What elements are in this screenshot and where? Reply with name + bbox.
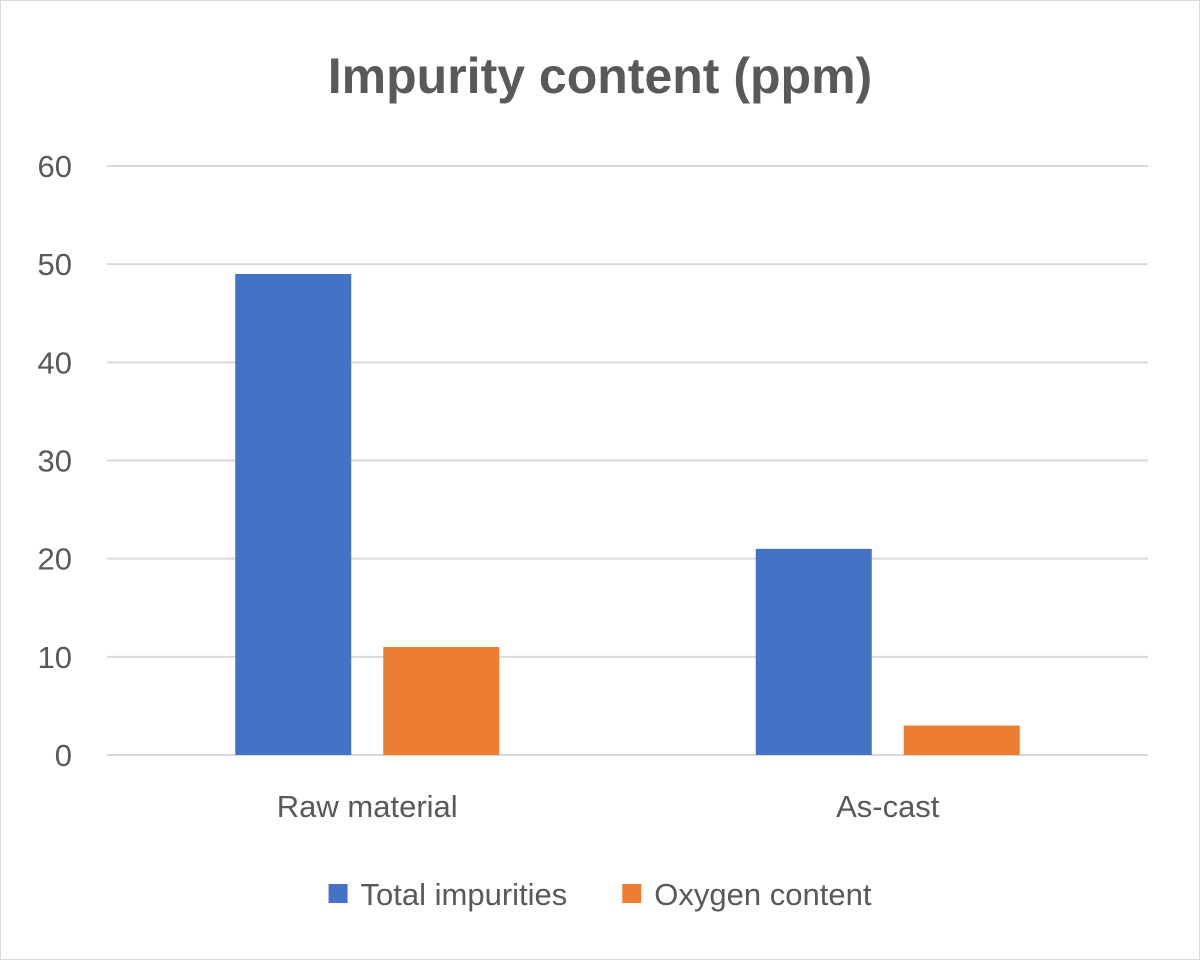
y-tick-label: 40 — [38, 345, 72, 380]
y-tick-label: 20 — [38, 542, 72, 577]
legend-swatch — [328, 884, 348, 903]
bar-total-impurities-as-cast — [755, 548, 872, 755]
y-tick-label: 60 — [38, 149, 72, 184]
y-tick-label: 30 — [38, 444, 72, 479]
bar-total-impurities-raw-material — [235, 273, 352, 755]
x-category-label: As-cast — [836, 789, 940, 824]
x-axis-category-labels: Raw material As-cast — [277, 789, 940, 824]
y-tick-label: 50 — [38, 247, 72, 282]
legend-label: Oxygen content — [654, 877, 872, 912]
chart-title: Impurity content (ppm) — [328, 48, 872, 104]
legend-swatch — [622, 884, 642, 903]
x-category-label: Raw material — [277, 789, 458, 824]
bars — [235, 273, 1020, 755]
bar-oxygen-content-as-cast — [903, 725, 1020, 755]
y-tick-label: 10 — [38, 640, 72, 675]
y-axis-tick-labels: 0 10 20 30 40 50 60 — [38, 149, 72, 773]
legend-label: Total impurities — [361, 877, 568, 912]
legend: Total impurities Oxygen content — [328, 877, 872, 912]
y-tick-label: 0 — [55, 738, 72, 773]
bar-oxygen-content-raw-material — [383, 647, 500, 755]
